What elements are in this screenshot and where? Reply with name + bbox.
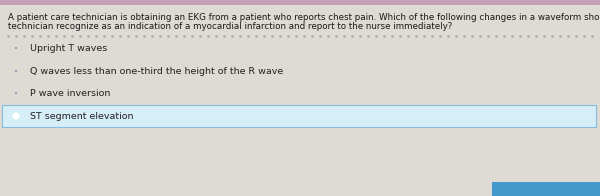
Circle shape (16, 70, 17, 72)
Circle shape (16, 115, 17, 117)
Circle shape (13, 113, 19, 120)
Text: ST segment elevation: ST segment elevation (30, 112, 133, 121)
Text: P wave inversion: P wave inversion (30, 89, 110, 97)
Circle shape (16, 47, 17, 49)
Circle shape (16, 92, 17, 94)
Text: technician recognize as an indication of a myocardial infarction and report to t: technician recognize as an indication of… (8, 22, 452, 31)
Text: Q waves less than one-third the height of the R wave: Q waves less than one-third the height o… (30, 66, 283, 75)
Circle shape (13, 113, 19, 120)
FancyBboxPatch shape (0, 0, 600, 5)
Text: A patient care technician is obtaining an EKG from a patient who reports chest p: A patient care technician is obtaining a… (8, 13, 600, 22)
FancyBboxPatch shape (492, 182, 600, 196)
Text: Upright T waves: Upright T waves (30, 44, 107, 53)
FancyBboxPatch shape (2, 105, 596, 127)
